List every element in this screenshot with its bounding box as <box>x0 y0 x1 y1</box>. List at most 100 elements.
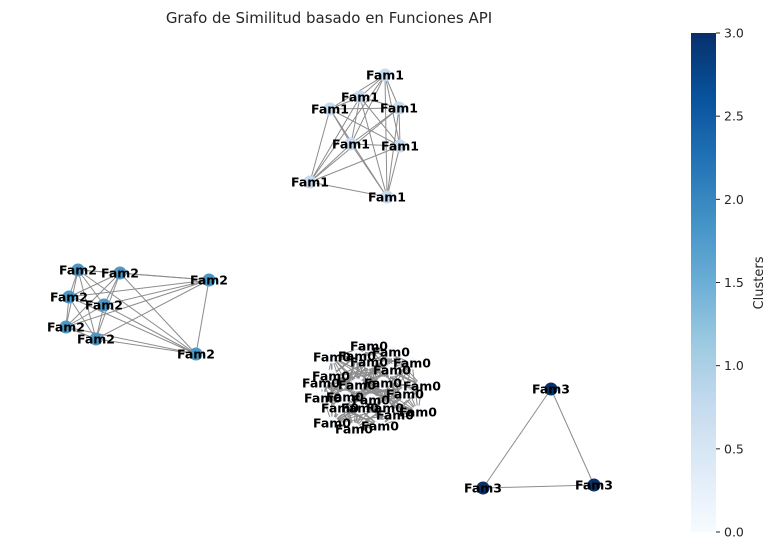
edge-fam2 <box>95 338 197 355</box>
colorbar-tick-label: 2.0 <box>724 192 744 207</box>
edge-fam1 <box>309 181 388 198</box>
edge-fam1 <box>384 74 388 198</box>
node-label-fam1: Fam1 <box>311 102 349 117</box>
edge-fam1 <box>309 108 331 183</box>
edge-fam1 <box>386 107 400 198</box>
edge-fam1 <box>309 74 386 183</box>
node-label-fam0: Fam0 <box>403 379 441 394</box>
edge-fam0 <box>331 411 419 424</box>
node-label-fam1: Fam1 <box>341 90 379 105</box>
colorbar-tick-label: 0.5 <box>724 441 744 456</box>
node-label-fam2: Fam2 <box>77 332 115 347</box>
colorbar-gradient <box>691 33 716 532</box>
nodes-layer <box>59 68 601 495</box>
node-fam1 <box>344 137 358 151</box>
edge-fam2 <box>95 279 210 340</box>
node-label-fam0: Fam0 <box>341 401 379 416</box>
edge-fam2 <box>103 304 197 355</box>
node-label-fam0: Fam0 <box>338 378 376 393</box>
node-fam0 <box>325 416 339 430</box>
node-fam2 <box>59 320 73 334</box>
edge-fam0 <box>330 375 406 395</box>
colorbar-tick-label: 1.0 <box>724 358 744 373</box>
edge-fam1 <box>350 96 361 145</box>
node-fam2 <box>71 263 85 277</box>
node-fam1 <box>393 139 407 153</box>
node-label-fam0: Fam0 <box>373 363 411 378</box>
node-fam0 <box>405 356 419 370</box>
node-label-fam1: Fam1 <box>291 175 329 190</box>
node-fam0 <box>350 349 364 363</box>
edge-fam3 <box>482 388 552 489</box>
edge-fam1 <box>386 145 401 198</box>
node-label-fam3: Fam3 <box>575 478 613 493</box>
node-label-fam1: Fam1 <box>380 101 418 116</box>
colorbar-tick-label: 1.5 <box>724 275 744 290</box>
node-fam0 <box>325 350 339 364</box>
node-label-fam1: Fam1 <box>332 137 370 152</box>
node-label-fam0: Fam0 <box>352 393 390 408</box>
node-fam0 <box>338 390 352 404</box>
edge-fam1 <box>350 74 386 145</box>
edge-fam2 <box>65 304 105 328</box>
node-label-fam0: Fam0 <box>312 369 350 384</box>
node-label-fam2: Fam2 <box>177 347 215 362</box>
edge-fam2 <box>65 326 197 355</box>
node-label-fam0: Fam0 <box>361 419 399 434</box>
node-fam3 <box>587 478 601 492</box>
edge-fam0 <box>353 414 396 430</box>
edge-fam0 <box>382 382 423 387</box>
node-label-fam0: Fam0 <box>350 339 388 354</box>
node-fam0 <box>388 408 402 422</box>
node-label-fam3: Fam3 <box>532 382 570 397</box>
colorbar-tick-label: 2.5 <box>724 109 744 124</box>
node-label-fam0: Fam0 <box>393 356 431 371</box>
node-fam1 <box>392 101 406 115</box>
edge-fam0 <box>330 375 419 413</box>
node-fam0 <box>362 355 376 369</box>
node-label-fam2: Fam2 <box>85 298 123 313</box>
node-label-fam2: Fam2 <box>101 266 139 281</box>
colorbar-tick-label: 3.0 <box>724 26 744 41</box>
edge-fam2 <box>119 272 210 281</box>
node-label-fam0: Fam0 <box>376 408 414 423</box>
edge-fam2 <box>119 272 197 355</box>
edge-fam1 <box>309 96 361 183</box>
node-fam0 <box>385 363 399 377</box>
colorbar-ticks: 0.0 0.5 1.0 1.5 2.0 2.5 3.0 <box>716 26 744 540</box>
edge-fam2 <box>77 269 105 306</box>
node-fam0 <box>398 387 412 401</box>
node-label-fam0: Fam0 <box>302 376 340 391</box>
node-fam1 <box>378 68 392 82</box>
colorbar: 0.0 0.5 1.0 1.5 2.0 2.5 3.0 Clusters <box>691 26 767 540</box>
node-label-fam0: Fam0 <box>335 422 373 437</box>
node-fam2 <box>202 273 216 287</box>
node-fam0 <box>353 401 367 415</box>
edge-fam1 <box>359 96 401 147</box>
edge-fam2 <box>68 272 121 298</box>
node-label-fam0: Fam0 <box>366 401 404 416</box>
edge-fam1 <box>309 145 401 183</box>
colorbar-label: Clusters <box>752 256 767 309</box>
edge-fam0 <box>344 385 423 398</box>
node-fam0 <box>362 339 376 353</box>
node-fam0 <box>350 378 364 392</box>
node-fam2 <box>89 332 103 346</box>
node-label-fam1: Fam1 <box>368 190 406 205</box>
node-fam2 <box>97 298 111 312</box>
edge-fam1 <box>359 96 400 109</box>
edge-fam3 <box>550 388 595 486</box>
node-fam0 <box>373 419 387 433</box>
edge-fam2 <box>65 272 121 328</box>
edge-fam1 <box>350 107 400 145</box>
node-fam0 <box>333 401 347 415</box>
node-label-fam0: Fam0 <box>326 390 364 405</box>
edge-fam0 <box>379 385 423 427</box>
node-fam0 <box>324 369 338 383</box>
edge-fam2 <box>103 279 210 306</box>
edge-fam2 <box>77 269 97 340</box>
node-label-fam2: Fam2 <box>50 290 88 305</box>
node-fam0 <box>411 405 425 419</box>
node-label-fam0: Fam0 <box>386 387 424 402</box>
